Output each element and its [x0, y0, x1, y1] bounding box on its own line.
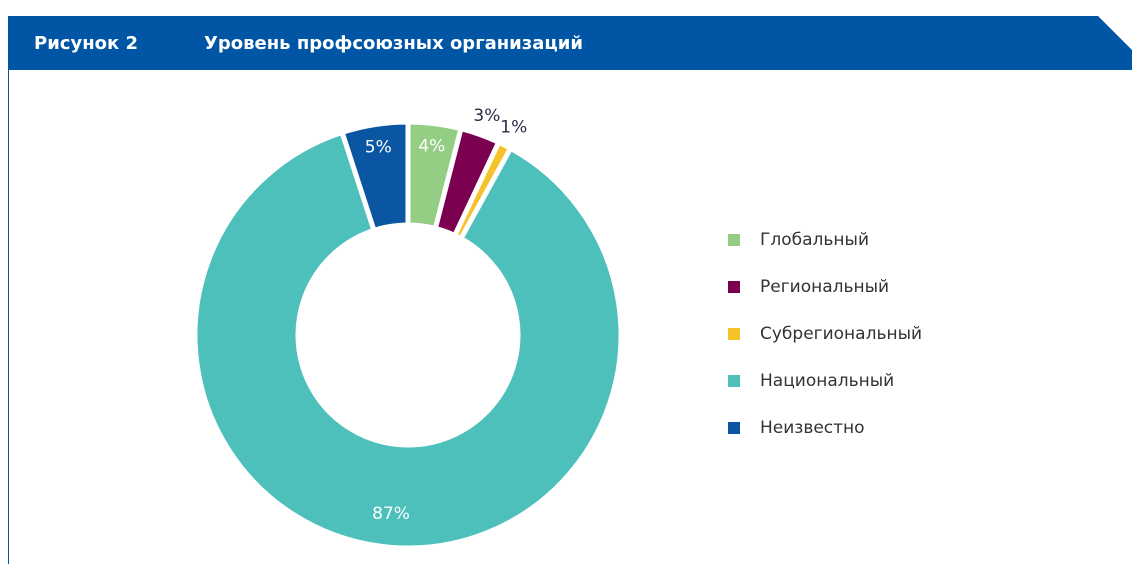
legend-swatch: [728, 422, 740, 434]
legend-swatch: [728, 281, 740, 293]
donut-segment: [192, 129, 624, 551]
chart-title: Уровень профсоюзных организаций: [204, 33, 583, 54]
data-label: 5%: [365, 137, 392, 157]
legend-swatch: [728, 234, 740, 246]
donut-segment: [339, 119, 411, 234]
data-label: 87%: [372, 504, 410, 524]
header-bar: [8, 16, 1132, 70]
legend-label: Неизвестно: [760, 418, 865, 438]
legend-label: Субрегиональный: [760, 324, 922, 344]
legend-label: Глобальный: [760, 230, 869, 250]
data-label: 4%: [418, 136, 445, 156]
legend-label: Региональный: [760, 277, 889, 297]
data-label: 1%: [500, 117, 527, 137]
legend-label: Национальный: [760, 371, 894, 391]
figure-label: Рисунок 2: [34, 33, 138, 54]
legend-swatch: [728, 328, 740, 340]
legend-swatch: [728, 375, 740, 387]
data-label: 3%: [473, 106, 500, 126]
